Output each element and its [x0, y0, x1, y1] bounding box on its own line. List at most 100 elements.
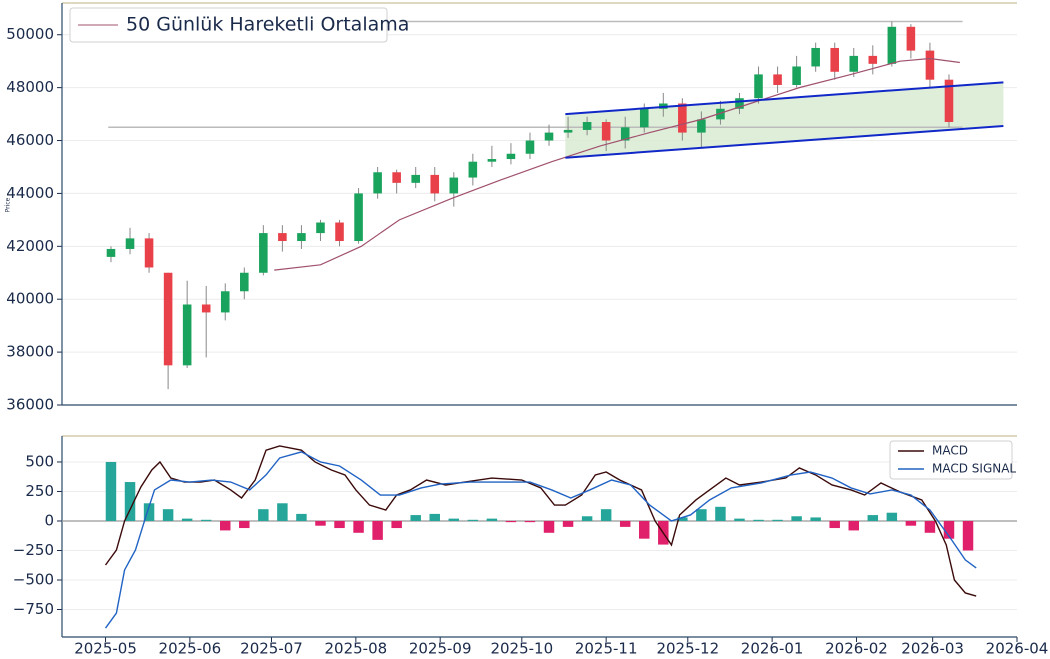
histogram-bar: [296, 513, 307, 521]
histogram-bar: [677, 517, 688, 521]
histogram-bar: [486, 518, 498, 521]
macd-line: [104, 445, 977, 597]
y-tick-label: −500: [13, 570, 54, 588]
x-tick-label: 2026-02: [825, 640, 888, 658]
candle-body: [373, 172, 382, 194]
histogram-bar: [448, 518, 460, 521]
candle-body: [201, 304, 211, 313]
x-tick-label: 2025-08: [325, 640, 388, 658]
histogram-bar: [791, 516, 802, 521]
candle-body: [601, 122, 611, 141]
candle-body: [125, 238, 135, 249]
candle-body: [716, 108, 725, 120]
candle-body: [811, 47, 820, 67]
candle-body: [582, 122, 592, 130]
histogram-bar: [772, 519, 783, 521]
candle-body: [411, 174, 420, 183]
candle-body: [944, 79, 954, 123]
histogram-bar: [829, 520, 840, 529]
histogram-bar: [581, 516, 593, 521]
histogram-bar: [239, 520, 250, 529]
candle-body: [620, 127, 630, 141]
candle-body: [906, 26, 916, 51]
histogram-bar: [753, 519, 764, 521]
legend-label: MACD SIGNAL: [932, 462, 1016, 476]
histogram-bar: [200, 519, 212, 521]
histogram-bar: [334, 520, 345, 529]
candle-body: [868, 55, 878, 64]
x-tick-label: 2025-06: [159, 640, 222, 658]
histogram-bar: [143, 503, 155, 521]
x-tick-label: 2025-11: [575, 640, 638, 658]
y-tick-label: 0: [44, 511, 54, 529]
candle-body: [792, 66, 801, 85]
candle-body: [278, 233, 287, 242]
histogram-bar: [562, 520, 574, 527]
candle-body: [316, 222, 325, 234]
moving-average: [274, 57, 960, 271]
histogram-bar: [962, 520, 974, 551]
histogram-bar: [181, 518, 193, 521]
candle-body: [544, 132, 554, 141]
x-tick-label: 2025-07: [240, 640, 303, 658]
y-tick-label: 38000: [6, 343, 54, 361]
candle-body: [754, 74, 763, 99]
candle-body: [449, 177, 459, 194]
y-tick-label: 42000: [6, 237, 54, 255]
candle-body: [639, 108, 649, 128]
candle-body: [830, 47, 839, 72]
histogram-bar: [505, 520, 517, 523]
histogram-bar: [467, 519, 479, 521]
histogram-bar: [105, 461, 117, 521]
histogram-bar: [372, 520, 383, 540]
y-tick-label: 40000: [6, 290, 54, 308]
candle-body: [506, 153, 516, 160]
histogram-bar: [391, 520, 402, 529]
candle-body: [487, 159, 497, 162]
x-tick-label: 2026-01: [741, 640, 804, 658]
x-tick-label: 2025-12: [656, 640, 719, 658]
candle-body: [925, 50, 935, 80]
y-tick-label: 48000: [6, 78, 54, 96]
candle-body: [354, 193, 363, 242]
legend-label: MACD: [932, 444, 968, 458]
histogram-bar: [943, 520, 955, 539]
y-axis-label: Price: [5, 197, 12, 212]
histogram-bar: [410, 515, 421, 521]
x-tick-label: 2026-03: [901, 640, 964, 658]
candle-body: [392, 172, 401, 183]
candle-body: [240, 272, 249, 292]
histogram-bar: [639, 520, 650, 539]
histogram-bar: [524, 520, 536, 523]
candle-body: [849, 55, 859, 72]
histogram-bar: [619, 520, 631, 527]
histogram-bar: [715, 506, 726, 521]
y-tick-label: −750: [13, 600, 54, 618]
histogram-bar: [734, 518, 745, 521]
histogram-bar: [905, 520, 917, 526]
legend-box: [69, 7, 388, 43]
candle-body: [887, 26, 897, 64]
candle-body: [297, 233, 306, 242]
candle-body: [182, 304, 192, 366]
y-tick-label: 36000: [6, 396, 54, 414]
candle-body: [430, 174, 440, 194]
x-tick-label: 2026-04: [986, 640, 1049, 658]
channel-fill: [565, 82, 1004, 158]
histogram-bar: [277, 503, 288, 521]
candle-body: [335, 222, 344, 242]
candle-body: [735, 98, 744, 109]
candle-body: [144, 238, 154, 268]
candle-body: [259, 233, 268, 273]
histogram-bar: [162, 509, 174, 521]
histogram-bar: [220, 520, 231, 531]
histogram-bar: [124, 482, 136, 521]
x-tick-label: 2025-05: [74, 640, 137, 658]
histogram-bar: [810, 517, 821, 521]
candle-body: [525, 140, 535, 154]
candle-body: [468, 161, 478, 178]
histogram-bar: [315, 520, 326, 526]
y-tick-label: 500: [25, 452, 54, 470]
y-tick-label: 46000: [6, 131, 54, 149]
